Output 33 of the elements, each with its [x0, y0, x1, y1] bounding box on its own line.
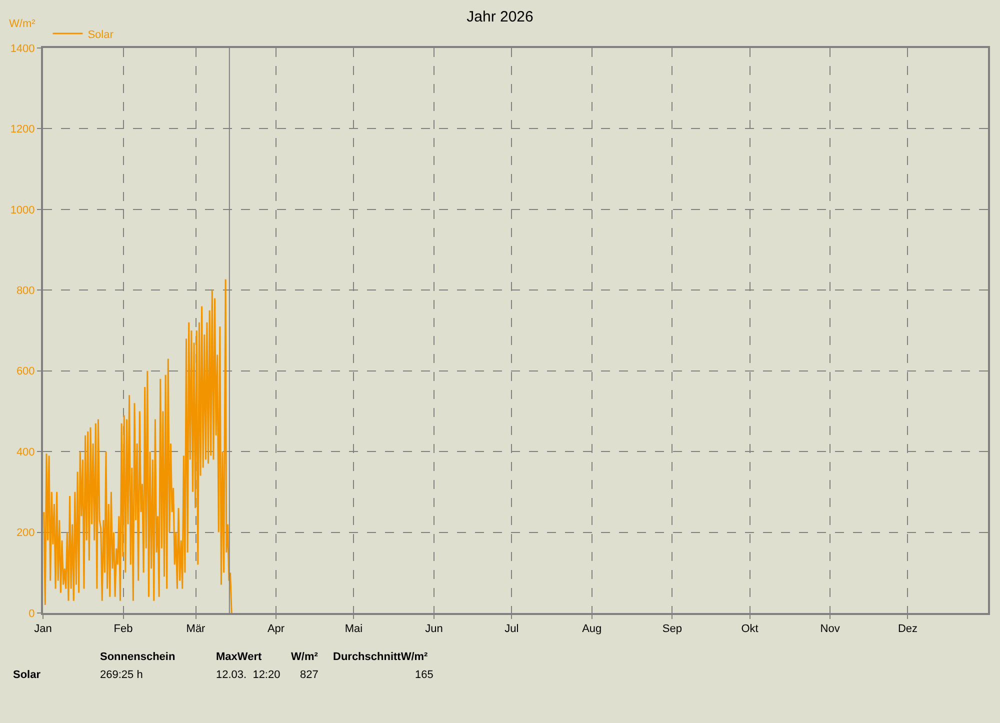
x-tick-label: Jun	[425, 623, 443, 636]
x-tick-label: Aug	[582, 623, 602, 636]
line-series	[43, 278, 232, 613]
text: 165	[415, 669, 434, 681]
y-tick-label: 600	[16, 366, 35, 378]
y-tick-label: 0	[28, 608, 35, 620]
x-tick-label: Nov	[820, 623, 840, 636]
text: Sonnenschein	[100, 651, 176, 663]
text: 12.03. 12:20	[216, 669, 280, 681]
x-tick-label: Okt	[741, 623, 758, 636]
text: 269:25 h	[100, 669, 143, 681]
y-tick-label: 800	[16, 284, 35, 297]
x-tick-label: Mai	[344, 623, 363, 636]
x-tick-label: Dez	[898, 623, 918, 636]
text: DurchschnittW/m²	[333, 651, 428, 663]
chart-title: Jahr 2026	[466, 8, 534, 26]
text: 827	[300, 669, 318, 681]
x-tick-label: Jul	[504, 623, 519, 636]
text: Solar	[13, 669, 42, 681]
y-tick-label: 400	[16, 446, 35, 458]
x-tick-label: Apr	[267, 623, 285, 636]
y-tick-label: 200	[16, 527, 35, 540]
y-tick-label: 1000	[10, 204, 35, 216]
x-tick-label: Sep	[662, 623, 682, 636]
x-tick-label: Feb	[114, 623, 133, 636]
x-tick-label: Jan	[34, 623, 52, 636]
text: MaxWert	[216, 651, 262, 663]
y-axis-title: W/m²	[9, 18, 36, 30]
y-tick-label: 1400	[10, 42, 35, 55]
legend-label: Solar	[88, 28, 114, 41]
text: W/m²	[291, 651, 318, 663]
x-tick-label: Mär	[186, 623, 206, 636]
y-tick-label: 1200	[10, 124, 35, 136]
